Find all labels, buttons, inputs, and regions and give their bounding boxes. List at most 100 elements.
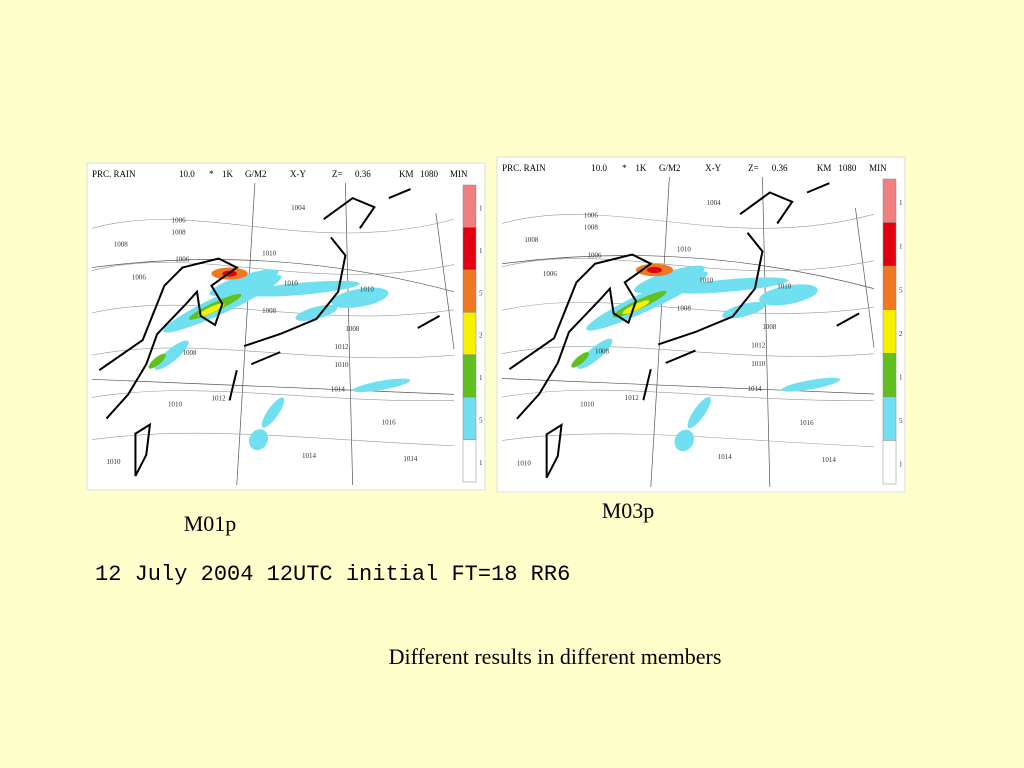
colorbar-label: 5	[899, 286, 903, 294]
map-header-text: Z=	[748, 163, 759, 173]
colorbar-label: 1	[479, 459, 483, 467]
map-header-text: 10.0	[179, 169, 195, 179]
isobar-label: 1006	[543, 270, 558, 278]
map-header-text: Z=	[332, 169, 343, 179]
colorbar-cell	[462, 227, 477, 271]
rain-area	[261, 397, 285, 428]
coastline	[508, 253, 653, 420]
isobar	[91, 390, 455, 401]
isobar-label: 1008	[524, 236, 539, 244]
isobar-label: 1010	[284, 280, 299, 288]
rain-area	[198, 303, 225, 317]
isobar-label: 1016	[382, 419, 397, 427]
caption: M03p	[602, 498, 655, 523]
isobar	[501, 389, 875, 401]
isobar-label: 1010	[699, 276, 714, 284]
coastline	[642, 191, 794, 401]
rain-area	[209, 269, 279, 296]
rain-area	[674, 429, 695, 452]
rain-area	[571, 352, 589, 368]
colorbar-label: 5	[479, 417, 483, 425]
map-frame	[496, 156, 906, 493]
isobar	[501, 213, 875, 229]
caption: M01p	[184, 511, 237, 536]
rain-area	[687, 397, 711, 429]
graticule-line	[855, 207, 875, 348]
rain-area	[669, 277, 789, 294]
isobar	[91, 262, 455, 275]
isobar-label: 1010	[517, 459, 532, 467]
colorbar-label: 1	[899, 199, 903, 207]
isobar-label: 1006	[132, 274, 147, 282]
map-header-text: G/M2	[659, 163, 681, 173]
map-header-text: KM	[817, 163, 832, 173]
map-header-text: MIN	[869, 163, 887, 173]
graticule-line	[650, 176, 670, 488]
colorbar-cell	[882, 178, 897, 223]
conclusion: Different results in different members	[389, 644, 722, 669]
isobar-label: 1004	[707, 199, 722, 207]
isobar-label: 1014	[822, 456, 837, 464]
graticule-line	[91, 378, 455, 395]
colorbar-cell	[882, 265, 897, 310]
colorbar-label: 1	[899, 373, 903, 381]
colorbar-cell	[462, 312, 477, 355]
isobar-label: 1004	[291, 204, 306, 212]
coastline	[806, 182, 860, 327]
isobar-label: 1014	[302, 452, 317, 460]
isobar	[91, 347, 455, 359]
map-header-text: 1K	[635, 163, 647, 173]
map-header-text: G/M2	[245, 169, 267, 179]
rain-area	[577, 338, 613, 369]
rain-area	[633, 265, 705, 293]
map-header-text: 1080	[420, 169, 439, 179]
isobar-label: 1008	[262, 307, 277, 315]
graticule-line	[762, 176, 771, 488]
colorbar-cell	[462, 184, 477, 228]
isobar-label: 1016	[800, 419, 815, 427]
colorbar-cell	[882, 353, 897, 398]
map-header-text: 0.36	[772, 163, 788, 173]
coastline	[545, 423, 563, 479]
graticule-line	[345, 182, 353, 486]
rain-area	[331, 287, 389, 309]
rain-area	[248, 429, 269, 451]
rain-area	[154, 340, 189, 370]
isobar-label: 1008	[183, 349, 198, 357]
colorbar-cell	[462, 439, 477, 483]
colorbar-cell	[882, 222, 897, 267]
isobar-label: 1010	[777, 283, 792, 291]
graticule-line	[435, 213, 455, 350]
colorbar-cell	[462, 269, 477, 313]
colorbar-label: 5	[479, 289, 483, 297]
rain-area	[353, 378, 411, 393]
isobar	[501, 345, 875, 357]
colorbar-label: 5	[899, 417, 903, 425]
graticule-line	[236, 182, 256, 486]
isobar-label: 1008	[172, 228, 187, 236]
map-header-text: PRC. RAIN	[92, 169, 136, 179]
run-info: 12 July 2004 12UTC initial FT=18 RR6	[95, 562, 570, 587]
isobar-label: 1012	[211, 394, 226, 402]
graticule-line	[91, 259, 455, 293]
map-frame	[86, 162, 486, 491]
isobar-label: 1014	[718, 453, 733, 461]
isobar	[91, 304, 455, 317]
colorbar-label: 1	[479, 247, 483, 255]
map-header-text: X-Y	[705, 163, 721, 173]
colorbar-cell	[882, 309, 897, 354]
rain-area	[722, 301, 766, 319]
isobar-label: 1006	[588, 252, 603, 260]
colorbar-label: 2	[479, 332, 483, 340]
colorbar-cell	[882, 396, 897, 441]
colorbar-label: 1	[899, 243, 903, 251]
isobar-label: 1010	[262, 249, 277, 257]
isobar-label: 1012	[625, 394, 640, 402]
colorbar-cell	[882, 440, 897, 485]
rain-area	[295, 304, 338, 321]
weather-map: PRC. RAIN 10.0 * 1K G/M2 X-Y Z= 0.36 KM 1080 MIN 10…	[496, 156, 906, 493]
isobar-label: 1012	[751, 342, 766, 350]
colorbar-cell	[462, 396, 477, 440]
map-header-text: MIN	[450, 169, 468, 179]
